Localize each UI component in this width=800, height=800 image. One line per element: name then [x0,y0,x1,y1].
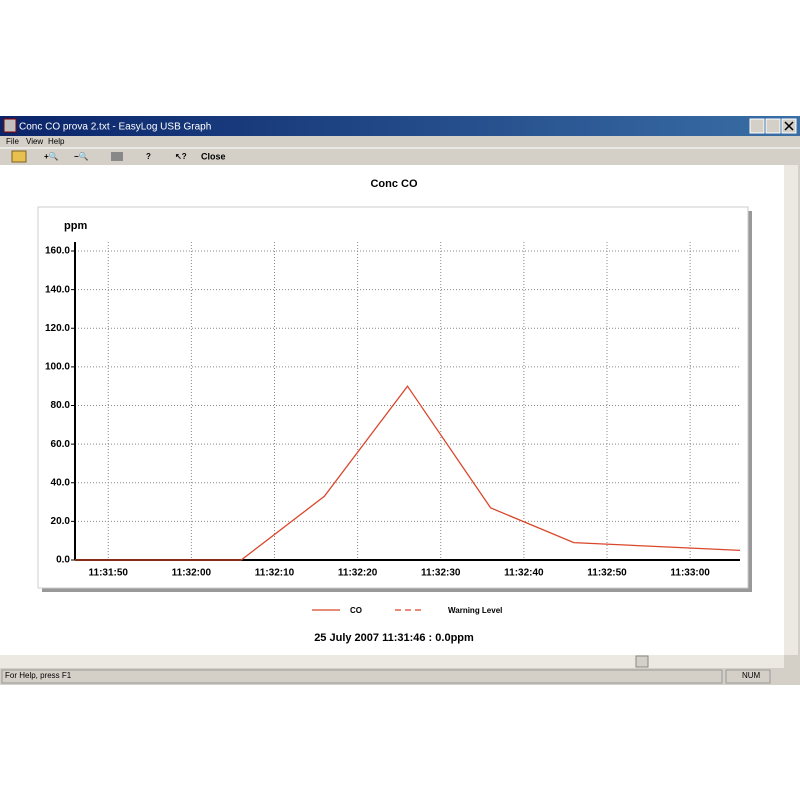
close-button[interactable]: Close [201,151,226,161]
menu-item[interactable]: File [6,137,19,146]
window-title: Conc CO prova 2.txt - EasyLog USB Graph [19,122,211,133]
zoom-out-button[interactable]: −🔍 [74,151,89,161]
y-tick-label: 40.0 [51,477,71,488]
horizontal-scrollbar[interactable] [0,655,784,668]
context-help-button[interactable]: ↖? [175,152,187,161]
x-tick-label: 11:32:30 [421,568,461,579]
menu-item[interactable]: View [26,137,43,146]
status-text: For Help, press F1 [5,671,72,680]
y-tick-label: 80.0 [51,400,71,411]
y-tick-label: 160.0 [45,246,70,257]
open-button[interactable] [11,150,27,163]
chart-title: Conc CO [370,178,418,190]
legend-label: Warning Level [448,606,502,615]
menu-item[interactable]: Help [48,137,65,146]
y-tick-label: 120.0 [45,323,70,334]
title-bar [0,116,800,136]
print-button[interactable] [111,152,123,161]
y-axis-label: ppm [64,220,87,232]
y-tick-label: 0.0 [56,555,70,566]
readout: 25 July 2007 11:31:46 : 0.0ppm [314,632,474,644]
status-pane [1,669,723,684]
x-tick-label: 11:33:00 [670,568,710,579]
vertical-scrollbar[interactable] [784,165,798,655]
legend-label: CO [350,606,362,615]
chart-box [37,206,749,589]
y-tick-label: 60.0 [51,439,71,450]
y-tick-label: 20.0 [51,516,71,527]
scroll-thumb[interactable] [635,655,649,668]
plot: 0.0 20.0 40.0 60.0 80.0 100.0 120.0 140.0 160.0 1… [45,242,741,615]
x-tick-label: 11:32:20 [338,568,378,579]
app-icon [3,118,17,133]
data-line [75,385,741,561]
x-tick-label: 11:32:50 [587,568,627,579]
y-tick-label: 140.0 [45,284,70,295]
num-indicator: NUM [742,671,761,680]
minimize-button[interactable] [749,118,765,134]
zoom-in-button[interactable]: +🔍 [44,151,59,161]
x-tick-label: 11:32:40 [504,568,544,579]
status-pane [725,669,771,684]
x-tick-label: 11:32:10 [255,568,295,579]
x-tick-label: 11:32:00 [172,568,212,579]
help-button[interactable]: ? [146,152,151,161]
y-tick-label: 100.0 [45,362,70,373]
maximize-button[interactable] [765,118,781,134]
close-icon [784,121,794,131]
x-tick-label: 11:31:50 [89,568,129,579]
